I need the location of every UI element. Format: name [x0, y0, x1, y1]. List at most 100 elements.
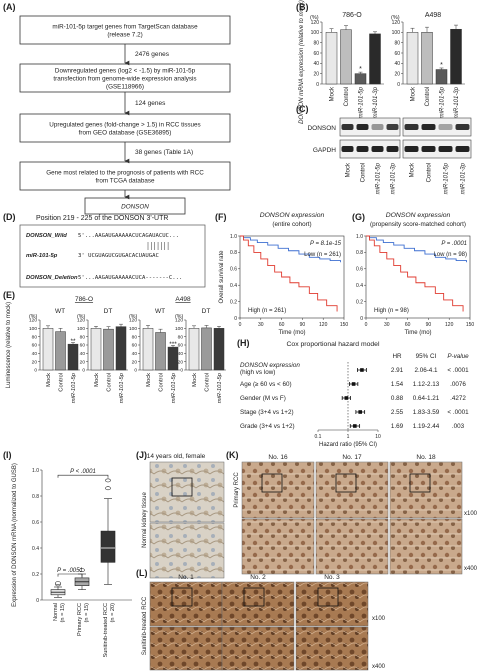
h-xlabel: Hazard ratio (95% CI): [319, 442, 377, 448]
i-outlier: [55, 581, 61, 586]
flow-count: 2476 genes: [135, 51, 170, 58]
e-category-label: Control: [107, 373, 113, 392]
flow-box-text: transfection from genome-wide expression…: [53, 76, 196, 83]
e-ytick-label: 80: [132, 334, 138, 340]
km-subtitle: (entire cohort): [272, 221, 311, 228]
e-ytick-label: 40: [32, 351, 38, 357]
i-bracket: [57, 474, 109, 478]
j-side-label: Normal kidney tissue: [142, 491, 148, 547]
km-xtick-label: 30: [258, 322, 264, 328]
i-category-label: Sunitinib-treated RCC: [103, 603, 109, 657]
panel-k-label: (K): [226, 450, 239, 460]
c-band: [421, 146, 436, 152]
b-ytick-label: 0: [316, 82, 319, 88]
b-category-label: Control: [344, 87, 350, 106]
km-ytick-label: 1.0: [356, 234, 363, 240]
e-ytick-label: 80: [80, 334, 86, 340]
h-hr: 1.69: [391, 423, 404, 430]
e-ytick-label: 120: [29, 318, 37, 324]
km-title: DONSON expression: [386, 212, 451, 219]
h-hr: 2.55: [391, 409, 404, 416]
b-bar: [354, 73, 367, 85]
i-ytick-label: 0.4: [32, 546, 39, 552]
h-header: HR: [392, 353, 402, 360]
e-ytick-label: 40: [178, 351, 184, 357]
h-row-name: (high vs low): [240, 369, 275, 376]
km-ylabel: Overall survival rate: [219, 250, 225, 304]
panel-f-label: (F): [215, 212, 227, 222]
km-pvalue: P = .0001: [441, 241, 467, 247]
h-xtick-label: 0.1: [315, 434, 322, 440]
km-high-label: High (n = 261): [248, 308, 286, 314]
h-row-name: DONSON expression: [240, 362, 300, 369]
b-group-title: A498: [425, 12, 441, 19]
panel-a: (A) miR-101-5p target genes from TargetS…: [3, 2, 231, 215]
km-low-curve: [240, 235, 341, 263]
panel-j: (J) 14 years old, female Normal kidney ti…: [136, 450, 225, 579]
j-zoom-box: [171, 477, 193, 497]
b-ytick-label: 80: [313, 40, 319, 46]
h-row-name: Stage (3+4 vs 1+2): [240, 409, 294, 416]
k-zoom-box: [409, 473, 431, 493]
c-blot-frame: [402, 117, 472, 137]
km-ytick-label: 0.2: [356, 299, 363, 305]
h-row-name: Grade (3+4 vs 1+2): [240, 423, 295, 430]
e-category-label: Mock: [46, 373, 52, 387]
km-subtitle: (propensity score-matched cohort): [370, 221, 466, 228]
e-ytick-label: 20: [132, 359, 138, 365]
panel-i-label: (I): [3, 450, 12, 460]
c-lane-label: miR-101-5p: [444, 162, 450, 194]
e-bar: [167, 346, 179, 371]
km-frame: [239, 235, 345, 319]
e-sub-title: DT: [104, 308, 113, 315]
km-xtick-label: 120: [319, 322, 328, 328]
l-mag1: x100: [372, 616, 386, 622]
km-high-label: High (n = 98): [374, 308, 409, 314]
k-image-high: [389, 518, 463, 575]
e-category-label: Mock: [146, 373, 152, 387]
km-low-label: Low (n = 98): [433, 252, 467, 258]
flow-box-text: Gene most related to the prognosis of pa…: [46, 170, 204, 177]
panel-i: (I) Expression of DONSON mRNA (normalize…: [3, 450, 132, 657]
km-xlabel: Time (mo): [404, 330, 431, 336]
b-star: *: [440, 62, 443, 69]
b-category-label: miR-101-5p: [359, 86, 365, 118]
km-low-curve: [366, 235, 467, 263]
c-lane-label: miR-101-3p: [391, 162, 397, 194]
panel-b: (B) DONSON mRNA expression (relative to …: [296, 0, 465, 124]
k-col-title: No. 17: [342, 454, 362, 461]
panel-d-label: (D): [3, 212, 16, 222]
km-xtick-label: 120: [445, 322, 454, 328]
h-hr: 2.91: [391, 367, 404, 374]
km-xtick-label: 60: [279, 322, 285, 328]
c-band: [404, 124, 419, 130]
e-category-label: miR-101-5p: [217, 372, 223, 403]
h-header: 95% CI: [416, 353, 437, 360]
panel-d-title: Position 219 - 225 of the DONSON 3'-UTR: [36, 215, 168, 222]
e-ytick-label: 120: [175, 318, 183, 324]
b-star: *: [359, 66, 362, 73]
b-bar: [406, 32, 419, 85]
e-sub-title: WT: [55, 308, 65, 315]
flow-box-text: Downregulated genes (log2 < -1.5) by miR…: [55, 68, 196, 75]
k-col-title: No. 18: [416, 454, 436, 461]
k-col-title: No. 16: [268, 454, 288, 461]
i-outlier: [105, 486, 111, 491]
e-group-title: 786-O: [75, 296, 93, 303]
h-point: [360, 368, 364, 372]
flow-box-text: miR-101-5p target genes from TargetScan …: [52, 24, 198, 31]
l-image-high: [149, 626, 223, 671]
km-high-curve: [366, 235, 464, 312]
km-ytick-label: 0.6: [356, 267, 363, 273]
l-zoom-box: [317, 587, 339, 607]
l-col-title: No. 1: [178, 574, 194, 581]
e-ytick-label: 60: [80, 343, 86, 349]
b-bar: [421, 32, 433, 85]
km-xlabel: Time (mo): [278, 330, 305, 336]
e-ytick-label: 0: [82, 368, 85, 374]
d-seq: 3' UCGUAGUCGUGACACUAUGAC: [78, 253, 159, 259]
flow-box-text: from TCGA database: [95, 178, 155, 185]
k-zoom-box: [261, 473, 283, 493]
km-xtick-label: 60: [405, 322, 411, 328]
c-lane-label: miR-101-3p: [461, 162, 467, 194]
